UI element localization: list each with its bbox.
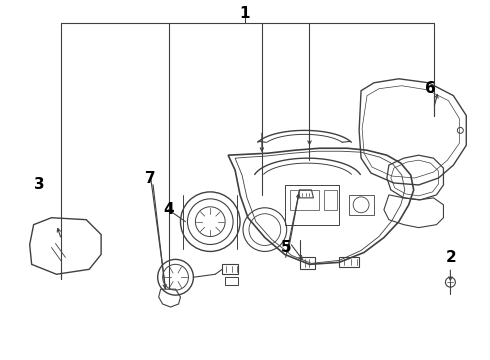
Text: 4: 4 — [163, 202, 174, 217]
Text: 7: 7 — [146, 171, 156, 185]
Text: 2: 2 — [446, 250, 457, 265]
Text: 3: 3 — [34, 177, 45, 193]
Text: 5: 5 — [280, 240, 291, 255]
Text: 1: 1 — [240, 6, 250, 21]
Text: 6: 6 — [425, 81, 436, 96]
